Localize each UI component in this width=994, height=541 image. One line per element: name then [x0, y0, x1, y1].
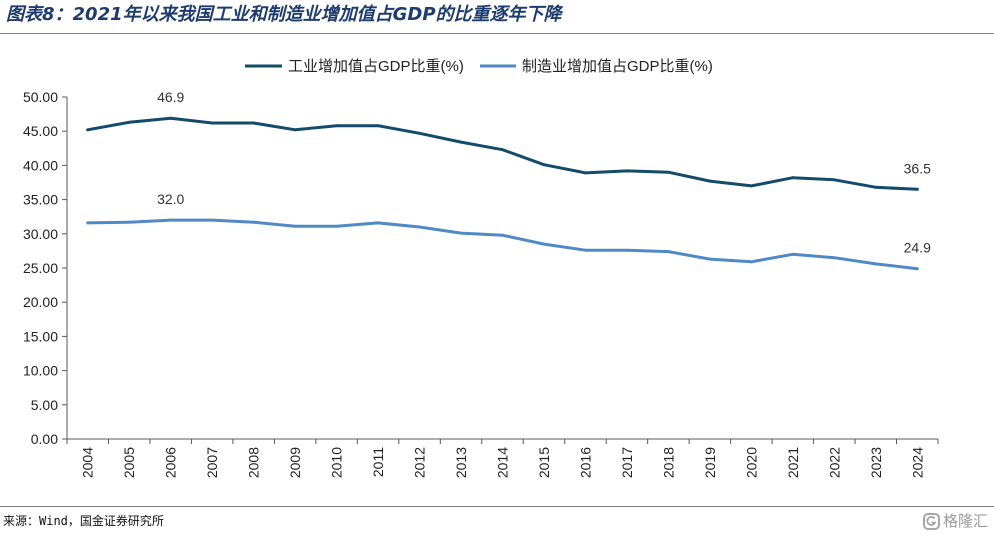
- data-point-industry: [584, 171, 587, 175]
- data-point-industry: [791, 176, 795, 180]
- data-point-industry: [874, 185, 878, 189]
- data-point-manufacturing: [293, 224, 297, 228]
- legend-item-industry: 工业增加值占GDP比重(%): [245, 58, 464, 75]
- x-tick-label: 2010: [329, 447, 345, 478]
- legend-item-manufacturing: 制造业增加值占GDP比重(%): [480, 58, 713, 75]
- legend-label-manufacturing: 制造业增加值占GDP比重(%): [522, 58, 713, 75]
- x-tick-label: 2020: [743, 447, 759, 478]
- data-point-manufacturing: [252, 220, 256, 224]
- x-tick-label: 2019: [702, 447, 718, 478]
- x-tick-label: 2014: [495, 447, 511, 478]
- data-point-manufacturing: [584, 248, 587, 252]
- data-point-manufacturing: [749, 260, 753, 264]
- data-point-industry: [86, 128, 90, 132]
- x-tick-label: 2023: [868, 447, 884, 478]
- x-tick-label: 2008: [246, 447, 262, 478]
- data-point-manufacturing: [459, 231, 463, 235]
- x-tick-label: 2004: [80, 447, 96, 478]
- legend-label-industry: 工业增加值占GDP比重(%): [288, 58, 464, 75]
- figure-title: 图表8：2021年以来我国工业和制造业增加值占GDP的比重逐年下降: [6, 4, 562, 25]
- y-tick-label: 50.00: [23, 89, 58, 105]
- data-point-industry: [293, 128, 297, 132]
- data-point-manufacturing: [791, 252, 795, 256]
- y-tick-label: 5.00: [31, 397, 58, 413]
- data-label: 32.0: [157, 191, 184, 207]
- x-tick-label: 2007: [204, 447, 220, 478]
- y-tick-label: 25.00: [23, 260, 58, 276]
- data-point-industry: [252, 121, 256, 125]
- gelonghui-logo-icon: [922, 512, 940, 530]
- y-tick-label: 35.00: [23, 192, 58, 208]
- y-tick-label: 40.00: [23, 157, 58, 173]
- x-tick-label: 2022: [826, 447, 842, 478]
- data-label: 46.9: [157, 89, 184, 105]
- data-point-manufacturing: [874, 262, 878, 266]
- data-point-industry: [210, 121, 214, 125]
- y-tick-label: 20.00: [23, 294, 58, 310]
- data-point-industry: [542, 163, 546, 167]
- y-tick-label: 30.00: [23, 226, 58, 242]
- data-point-manufacturing: [832, 256, 836, 260]
- data-point-manufacturing: [127, 220, 131, 224]
- data-point-industry: [708, 179, 712, 183]
- x-tick-label: 2016: [577, 447, 593, 478]
- data-point-manufacturing: [501, 233, 504, 237]
- data-point-industry: [169, 116, 173, 120]
- data-point-manufacturing: [86, 221, 90, 225]
- y-tick-label: 0.00: [31, 431, 58, 447]
- data-point-manufacturing: [169, 218, 173, 222]
- x-tick-label: 2011: [370, 447, 386, 477]
- data-point-manufacturing: [667, 250, 670, 253]
- data-point-manufacturing: [915, 267, 919, 271]
- series-line-manufacturing: [86, 218, 919, 271]
- legend: 工业增加值占GDP比重(%) 制造业增加值占GDP比重(%): [245, 58, 713, 75]
- data-point-manufacturing: [335, 224, 338, 228]
- y-tick-label: 15.00: [23, 328, 58, 344]
- source-divider: [0, 506, 994, 507]
- data-point-industry: [915, 187, 919, 191]
- x-tick-label: 2021: [785, 447, 801, 478]
- data-label: 24.9: [904, 240, 931, 256]
- x-tick-label: 2012: [412, 447, 428, 478]
- data-point-industry: [749, 184, 753, 188]
- data-point-industry: [418, 131, 421, 135]
- data-point-manufacturing: [376, 221, 380, 225]
- x-tick-label: 2009: [287, 447, 303, 478]
- x-tick-label: 2018: [660, 447, 676, 478]
- plot-area: 0.00 5.00 10.00 15.00 20.00 25.00 30.00 35.00 40…: [23, 89, 939, 478]
- data-label: 36.5: [904, 160, 931, 176]
- x-tick-label: 2017: [619, 447, 635, 478]
- data-point-manufacturing: [542, 242, 546, 246]
- data-point-manufacturing: [210, 218, 214, 222]
- y-tick-label: 10.00: [23, 363, 58, 379]
- y-tick-label: 45.00: [23, 123, 58, 139]
- data-point-industry: [459, 140, 463, 144]
- x-tick-label: 2015: [536, 447, 552, 478]
- data-point-industry: [667, 170, 670, 174]
- data-point-industry: [832, 178, 836, 182]
- x-tick-label: 2005: [121, 447, 137, 478]
- x-tick-label: 2013: [453, 447, 469, 478]
- data-point-manufacturing: [625, 248, 629, 252]
- data-point-industry: [501, 148, 504, 152]
- x-tick-label: 2006: [163, 447, 179, 478]
- source-note: 来源：Wind，国金证券研究所: [3, 514, 164, 528]
- data-point-industry: [127, 120, 131, 124]
- x-tick-label: 2024: [909, 447, 925, 478]
- data-point-manufacturing: [418, 225, 421, 229]
- watermark-logo: 格隆汇: [922, 511, 988, 531]
- data-point-industry: [335, 124, 338, 128]
- watermark-text: 格隆汇: [942, 512, 988, 530]
- data-point-manufacturing: [708, 257, 712, 261]
- data-point-industry: [376, 124, 380, 128]
- data-point-industry: [625, 169, 629, 173]
- title-divider: [0, 33, 994, 34]
